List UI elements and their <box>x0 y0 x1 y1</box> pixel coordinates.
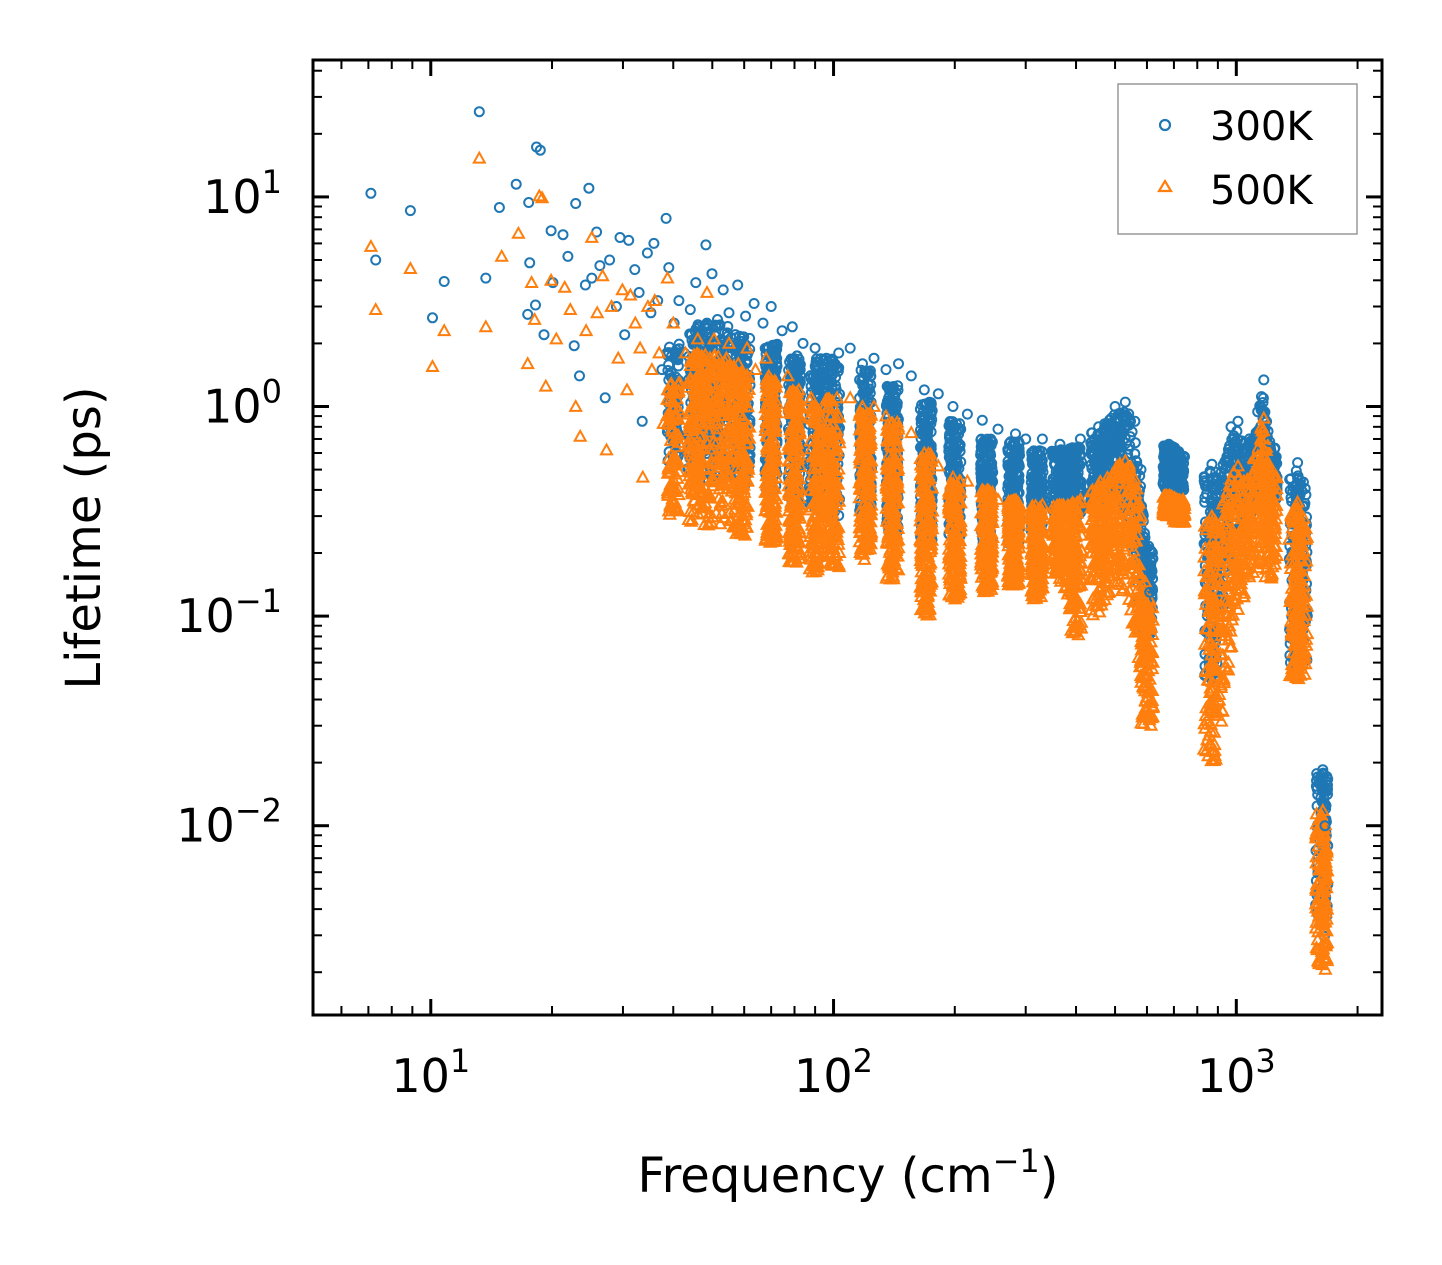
300k-point-band-1253 <box>827 354 838 366</box>
300k-point-band-1606 <box>890 386 902 398</box>
300k-point-band-1432 <box>863 368 874 380</box>
300k-point-band-1604 <box>883 402 895 414</box>
300k-point-band-401 <box>707 322 719 334</box>
300k-point-band-1960 <box>954 439 966 451</box>
300k-point-band-943 <box>791 360 803 372</box>
300k-point-band-773 <box>767 339 779 351</box>
300k-point-band-2147 <box>975 446 987 458</box>
300k-point-band-83 <box>673 338 685 350</box>
300k-point-band-1578 <box>884 383 896 395</box>
300k-point-band-2148 <box>984 438 996 450</box>
300k-point-band-1781 <box>916 414 928 426</box>
300k-point-band-1429 <box>858 387 870 399</box>
300k-point-band-1787 <box>922 421 933 432</box>
300k-point-band-945 <box>787 360 799 372</box>
300k-point-band-1973 <box>951 457 963 469</box>
300k-point-band-1564 <box>888 392 900 404</box>
300k-point-band-1430 <box>859 392 871 404</box>
300k-point-band-1916 <box>954 424 965 436</box>
300k-point-band-1163 <box>812 356 823 368</box>
300k-point-band-1598 <box>881 380 893 392</box>
300k-point-band-2132 <box>975 458 987 470</box>
300k-point-band-2153 <box>981 467 992 479</box>
300k-point-band-2140 <box>975 434 987 446</box>
300k-point-band-899 <box>793 353 805 365</box>
300k-point-band-1136 <box>811 382 823 394</box>
300k-point-band-1964 <box>947 419 959 431</box>
300k-point-band-1249 <box>826 377 838 388</box>
300k-point-band-393 <box>709 319 721 331</box>
dense-point-bands <box>660 317 1335 975</box>
300k-point-band-1971 <box>945 417 957 429</box>
300k-point-band-1788 <box>924 401 936 413</box>
300k-point-band-1159 <box>812 372 824 384</box>
300k-point-band-2122 <box>986 436 998 448</box>
